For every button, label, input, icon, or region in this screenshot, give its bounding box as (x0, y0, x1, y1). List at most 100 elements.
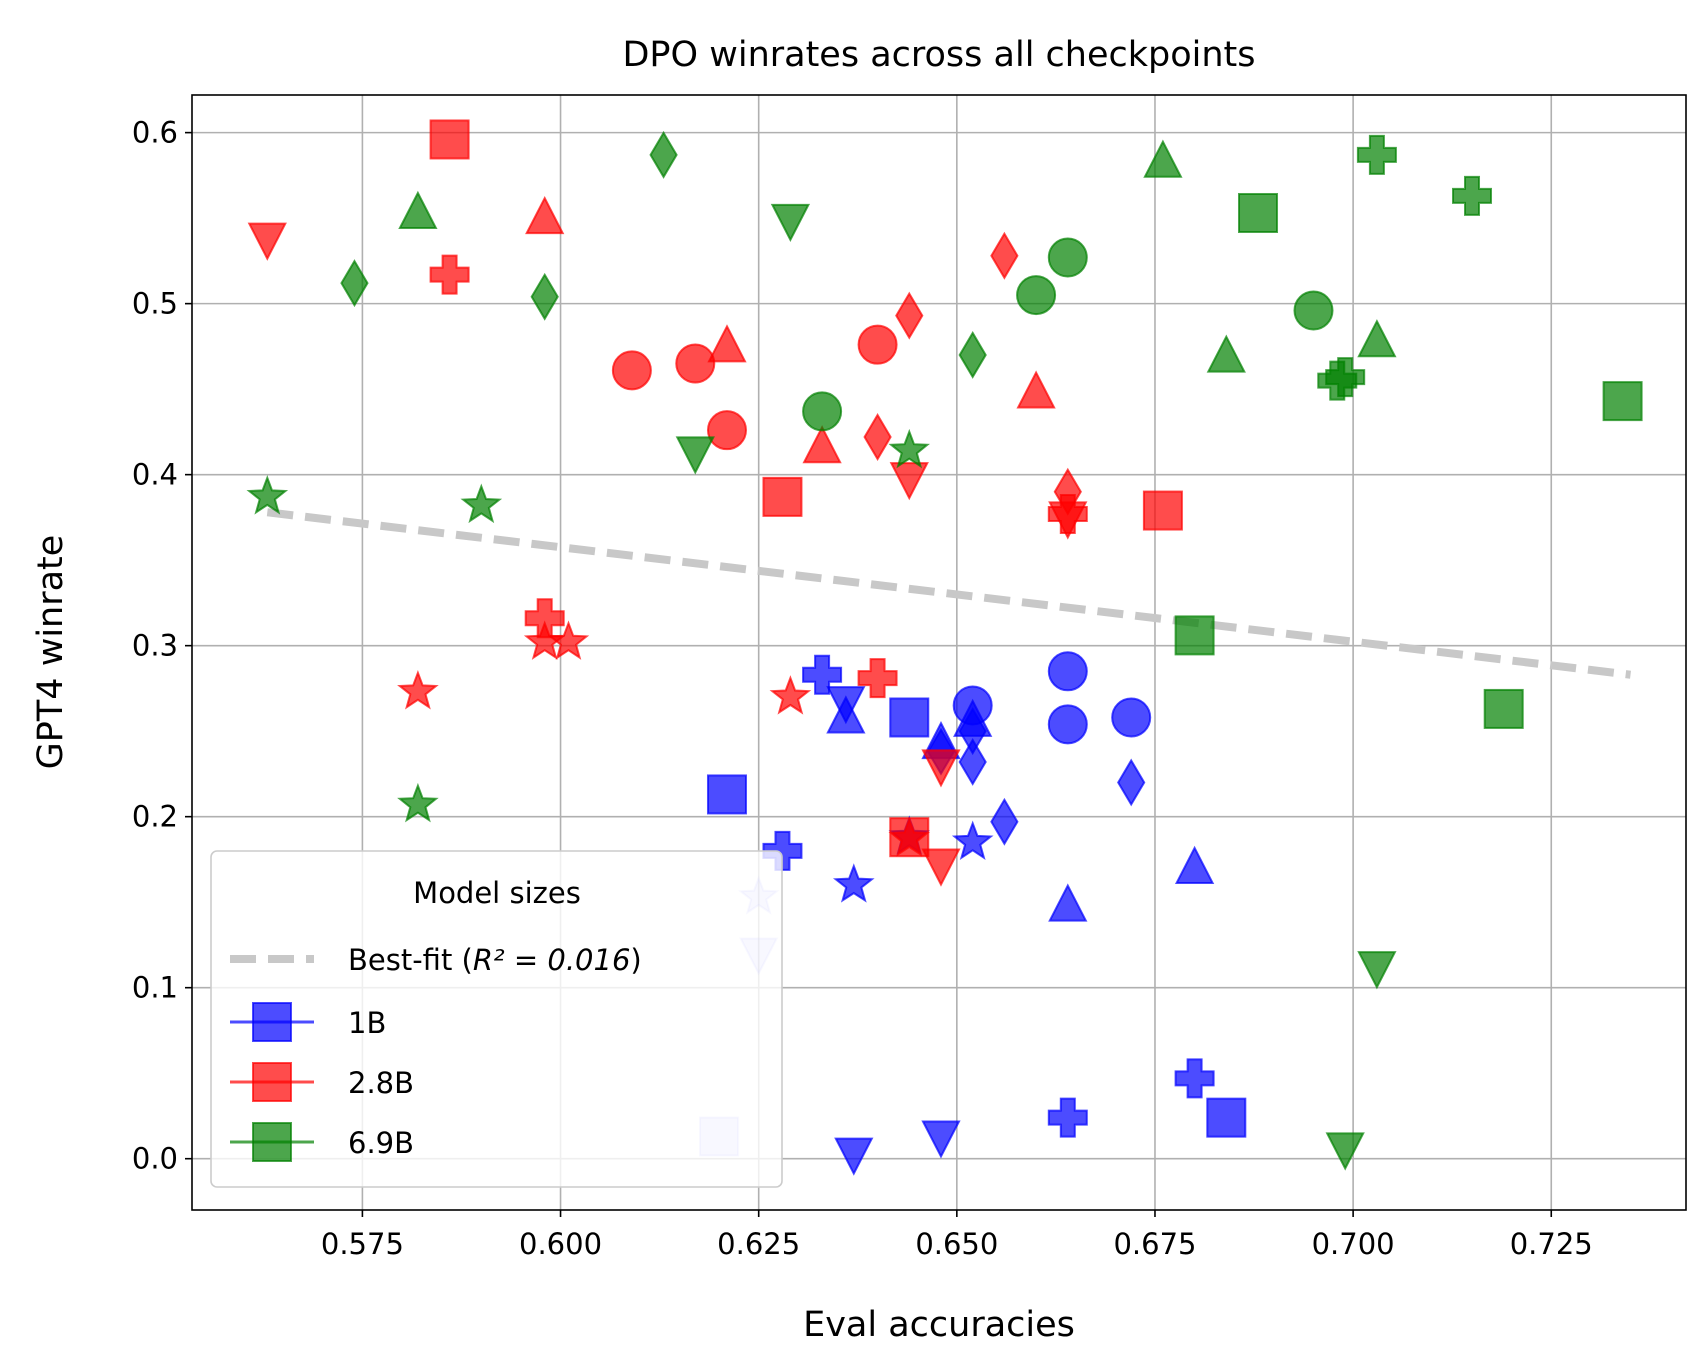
point-2_8B-square (1142, 490, 1183, 531)
point-2_8B-square (762, 476, 803, 517)
point-2_8B-diamond (863, 413, 892, 461)
point-6_9B-diamond (340, 259, 369, 308)
point-1B-plus (762, 830, 803, 871)
point-2_8B-triangle-up (802, 425, 842, 464)
legend-fit-label-text: Best-fit (348, 943, 452, 977)
point-2_8B-triangle-up (707, 324, 747, 363)
point-2_8B-circle (675, 343, 716, 384)
legend-swatch-marker (252, 1062, 292, 1102)
plot-frame (191, 94, 1687, 1211)
point-2_8B-triangle-up (1016, 370, 1056, 409)
point-6_9B-plus (1356, 134, 1397, 175)
point-1B-diamond (1117, 758, 1146, 807)
legend-label: 2.8B (348, 1066, 414, 1100)
x-axis-label: Eval accuracies (803, 1305, 1075, 1345)
x-tick-label: 0.575 (321, 1227, 404, 1261)
y-tick-label: 0.5 (132, 287, 178, 321)
point-1B-diamond (958, 737, 987, 786)
point-1B-circle (1047, 704, 1088, 745)
point-2_8B-triangle-down (247, 222, 287, 261)
legend-fit-r2-open: ( (452, 943, 473, 977)
x-axis-ticks: 0.575 0.600 0.625 0.650 0.675 0.700 0.725 (321, 1210, 1593, 1261)
point-6_9B-triangle-up (1143, 139, 1183, 178)
legend-label: 6.9B (348, 1126, 414, 1160)
legend-fit-r2: R² = 0.016 (473, 943, 631, 977)
point-1B-square (706, 774, 747, 815)
legend-label: 1B (348, 1006, 386, 1040)
legend: Model sizes Best-fit (R² = 0.016) 1B 2.8B… (210, 850, 783, 1188)
point-1B-triangle-up (1048, 883, 1088, 922)
point-1B-triangle-down (921, 1120, 961, 1159)
y-tick-label: 0.2 (132, 800, 178, 834)
point-6_9B-square (1483, 688, 1524, 729)
point-1B-circle (1047, 651, 1088, 692)
y-axis-ticks: 0.0 0.1 0.2 0.3 0.4 0.5 0.6 (132, 116, 192, 1176)
point-2_8B-star (888, 817, 930, 857)
point-6_9B-plus (1317, 360, 1358, 401)
point-6_9B-triangle-up (1357, 319, 1397, 358)
point-1B-plus (802, 654, 843, 695)
legend-box (210, 850, 783, 1188)
point-2_8B-circle (857, 324, 898, 365)
point-1B-triangle-down (834, 1137, 874, 1176)
best-fit-line (266, 508, 1631, 679)
point-6_9B-triangle-down (770, 203, 811, 243)
point-6_9B-square (1602, 381, 1643, 422)
best-fit-line-group (266, 508, 1631, 679)
point-6_9B-star (246, 475, 289, 515)
point-1B-star (832, 863, 875, 903)
point-6_9B-diamond (530, 272, 559, 321)
y-tick-label: 0.1 (132, 971, 178, 1005)
y-tick-label: 0.6 (132, 116, 178, 150)
point-2_8B-star (769, 675, 812, 715)
point-2_8B-diamond (895, 291, 924, 340)
x-tick-label: 0.650 (915, 1227, 998, 1261)
point-2_8B-diamond (990, 231, 1019, 280)
point-6_9B-diamond (958, 330, 987, 379)
legend-swatch-marker (252, 1122, 292, 1162)
y-axis-label: GPT4 winrate (31, 535, 71, 770)
point-6_9B-diamond (649, 130, 678, 179)
point-6_9B-triangle-down (675, 436, 715, 475)
data-points (246, 119, 1643, 1176)
x-tick-label: 0.600 (519, 1227, 602, 1261)
point-6_9B-triangle-down (1357, 951, 1397, 990)
point-6_9B-triangle-up (398, 190, 438, 229)
point-2_8B-triangle-down (921, 848, 961, 887)
point-1B-plus (1047, 1097, 1088, 1138)
y-tick-label: 0.4 (132, 458, 178, 492)
point-1B-triangle-up (1174, 845, 1215, 884)
point-6_9B-circle (1293, 290, 1334, 331)
point-6_9B-star (460, 483, 503, 524)
point-6_9B-plus (1452, 175, 1493, 216)
point-2_8B-circle (611, 350, 652, 391)
point-2_8B-plus (1047, 493, 1088, 534)
point-6_9B-star (397, 782, 439, 823)
point-6_9B-square (1174, 615, 1215, 656)
legend-title: Model sizes (413, 876, 581, 910)
point-6_9B-triangle-up (1206, 334, 1246, 373)
point-1B-square (1206, 1097, 1247, 1138)
point-1B-star (951, 820, 994, 861)
x-tick-label: 0.675 (1113, 1227, 1196, 1261)
point-6_9B-triangle-down (1325, 1132, 1365, 1171)
legend-series-entries: 1B 2.8B 6.9B (230, 1002, 414, 1162)
x-tick-label: 0.625 (717, 1227, 800, 1261)
chart-title: DPO winrates across all checkpoints (622, 35, 1255, 75)
point-2_8B-plus (429, 254, 470, 295)
point-1B-diamond (990, 797, 1019, 846)
point-2_8B-plus (857, 658, 898, 699)
point-2_8B-triangle-up (525, 195, 565, 235)
point-2_8B-circle (706, 410, 747, 451)
point-6_9B-circle (1016, 275, 1057, 316)
point-2_8B-star (547, 620, 590, 660)
y-tick-label: 0.3 (132, 629, 178, 663)
point-2_8B-triangle-down (921, 749, 961, 788)
point-2_8B-star (397, 669, 439, 710)
x-tick-label: 0.725 (1510, 1227, 1593, 1261)
legend-swatch-marker (252, 1002, 292, 1042)
legend-fit-label: Best-fit (R² = 0.016) (348, 943, 642, 977)
y-tick-label: 0.0 (132, 1142, 178, 1176)
legend-fit-r2-close: ) (630, 943, 641, 977)
